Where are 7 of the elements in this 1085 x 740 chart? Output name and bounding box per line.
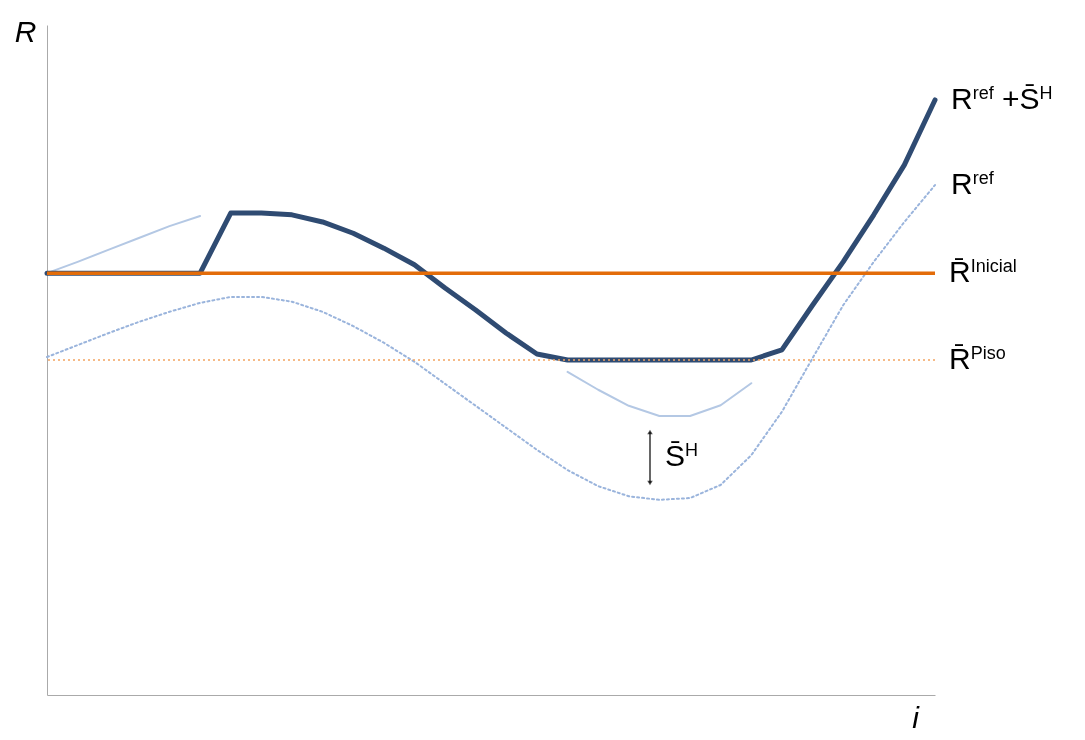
series-label: R$^{ref}$ +S̄$^{H}$: [951, 81, 1053, 115]
ref-line-label: R̄$^{Piso}$: [949, 342, 1006, 375]
series-label: R$^{ref}$: [951, 167, 995, 201]
x-axis-title: i: [912, 700, 921, 734]
annotation: S̄$^{H}$: [665, 439, 699, 472]
ref-line-label: R̄$^{Inicial}$: [949, 255, 1017, 289]
y-axis-title: R: [14, 14, 37, 48]
